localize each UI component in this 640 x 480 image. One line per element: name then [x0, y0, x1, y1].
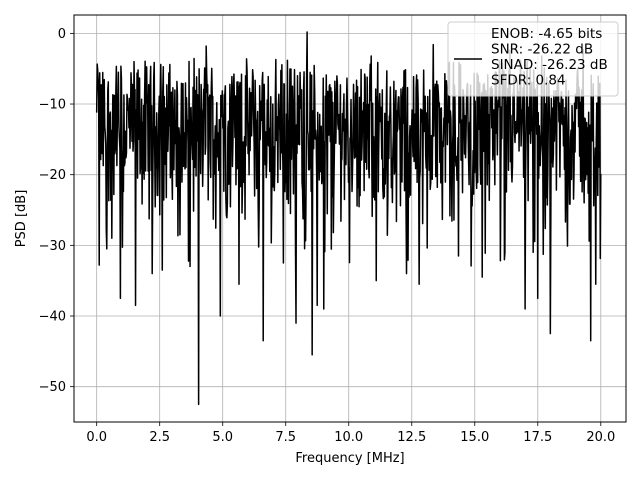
x-tick-label: 15.0 — [460, 430, 489, 445]
legend-line: SINAD: -26.23 dB — [491, 57, 608, 73]
x-axis-label: Frequency [MHz] — [295, 451, 404, 466]
y-tick-label: −20 — [39, 168, 66, 183]
legend-box — [447, 21, 619, 97]
x-tick-label: 2.5 — [149, 430, 170, 445]
x-tick-label: 12.5 — [397, 430, 426, 445]
x-tick-label: 0.0 — [86, 430, 107, 445]
y-tick-label: −30 — [39, 239, 66, 254]
x-tick-label: 10.0 — [334, 430, 363, 445]
legend-label: ENOB: -4.65 bits SNR: -26.22 dB SINAD: -26… — [491, 26, 608, 89]
legend-line: SFDR: 0.84 — [491, 73, 566, 89]
legend: ENOB: -4.65 bits SNR: -26.22 dB SINAD: -26… — [447, 21, 619, 97]
psd-trace — [95, 31, 602, 406]
axis-ticks: 0.0 2.5 5.0 7.5 10.0 12.5 15.0 17.5 20.0 0 −10 −20 −… — [39, 27, 616, 445]
y-axis-label: PSD [dB] — [14, 190, 29, 248]
x-tick-label: 5.0 — [212, 430, 233, 445]
series-layer — [95, 31, 602, 406]
x-tick-label: 20.0 — [586, 430, 615, 445]
legend-line: SNR: -26.22 dB — [491, 42, 593, 58]
legend-line: ENOB: -4.65 bits — [491, 26, 602, 42]
y-tick-label: −50 — [39, 380, 66, 395]
y-tick-label: −10 — [39, 98, 66, 113]
plot-frame — [73, 14, 627, 423]
y-tick-label: −40 — [39, 310, 66, 325]
x-tick-label: 7.5 — [275, 430, 296, 445]
y-tick-label: 0 — [58, 27, 66, 42]
x-tick-label: 17.5 — [523, 430, 552, 445]
